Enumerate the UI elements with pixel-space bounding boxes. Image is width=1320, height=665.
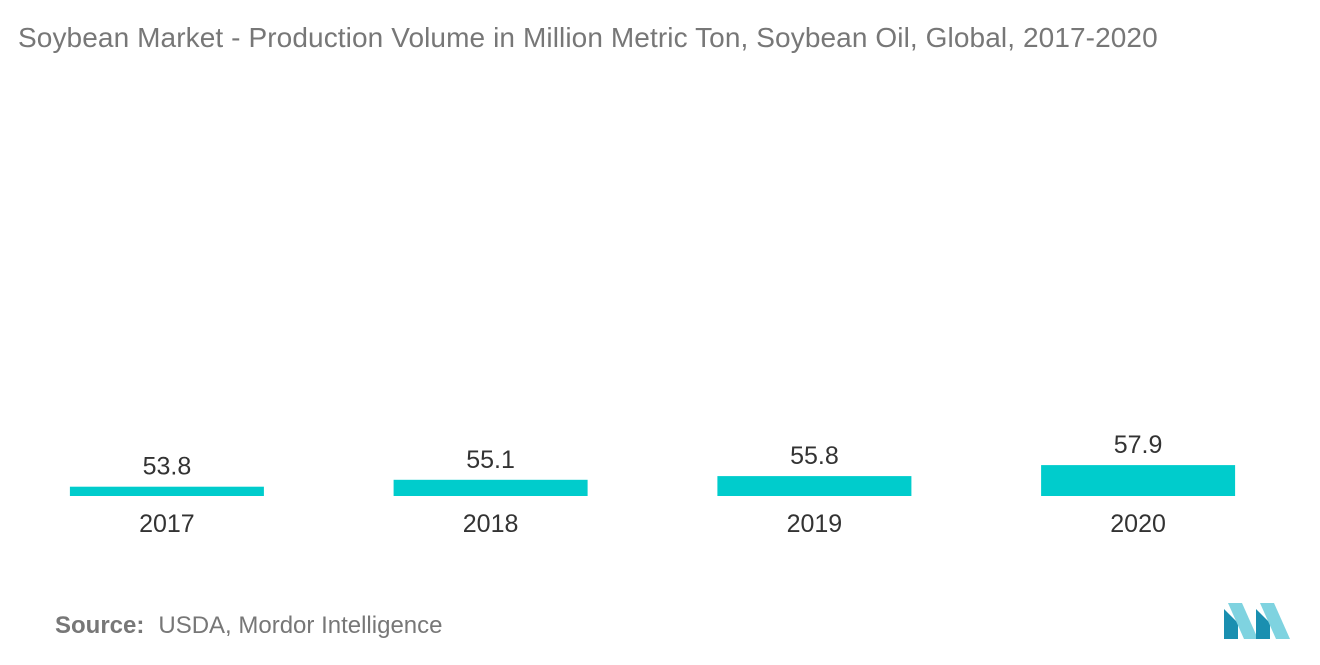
x-tick-label-2017: 2017 [139,510,195,538]
x-tick-label-2020: 2020 [1110,510,1166,538]
bar-2020 [1041,465,1236,496]
data-label-2017: 53.8 [143,453,192,481]
x-tick-label-2019: 2019 [787,510,843,538]
source-text: USDA, Mordor Intelligence [158,612,443,639]
x-tick-label-2018: 2018 [463,510,519,538]
source-note: Source: USDA, Mordor Intelligence [55,612,442,640]
data-label-2019: 55.8 [790,442,839,470]
mordor-intelligence-logo-icon [1224,603,1290,639]
labels-layer: 53.8 55.1 55.8 57.9 [143,431,1163,481]
bar-2019 [717,476,912,496]
x-axis-ticks: 2017 2018 2019 2020 [139,510,1166,538]
data-label-2020: 57.9 [1114,431,1163,459]
bars-layer [69,465,1236,496]
data-label-2018: 55.1 [466,446,515,474]
bar-2017 [69,486,264,496]
bar-2018 [393,479,588,496]
source-label: Source: [55,612,145,639]
chart-title: Soybean Market - Production Volume in Mi… [18,22,1158,53]
